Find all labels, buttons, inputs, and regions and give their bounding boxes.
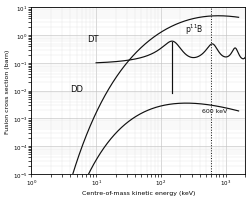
Y-axis label: Fusion cross section (barn): Fusion cross section (barn)	[5, 49, 10, 133]
Text: DT: DT	[87, 35, 99, 43]
Text: p$^{11}$B: p$^{11}$B	[185, 23, 204, 37]
Text: 600 keV: 600 keV	[202, 109, 228, 114]
X-axis label: Centre-of-mass kinetic energy (keV): Centre-of-mass kinetic energy (keV)	[82, 190, 195, 195]
Text: DD: DD	[70, 84, 83, 93]
